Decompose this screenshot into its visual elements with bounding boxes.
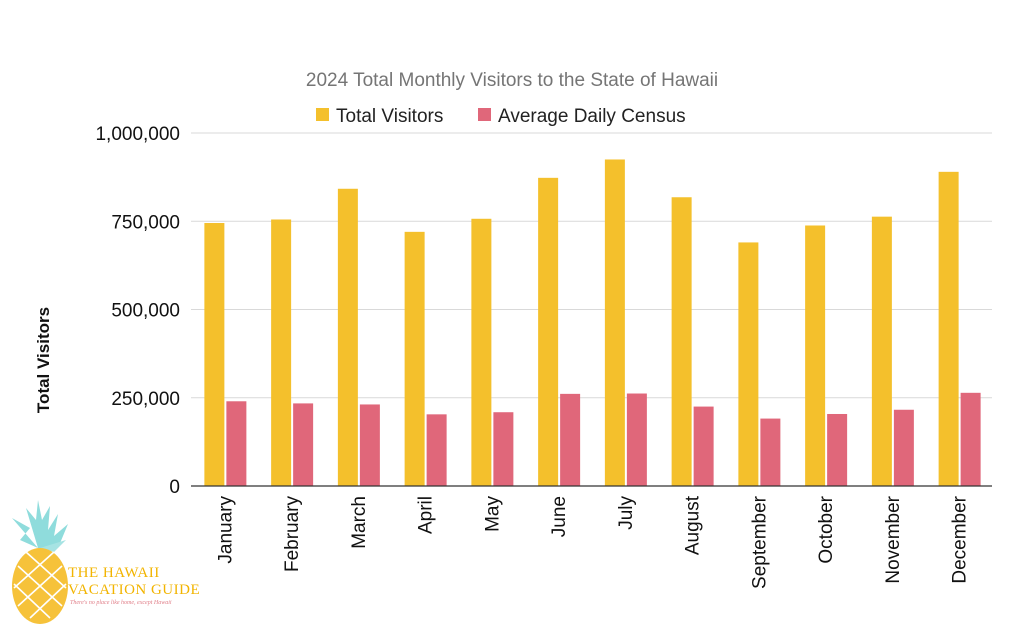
bar-total-visitors-april — [404, 231, 425, 486]
x-tick-label-december: December — [950, 495, 971, 583]
bar-average-daily-census-november — [893, 409, 914, 486]
bar-total-visitors-june — [538, 177, 559, 486]
bar-total-visitors-september — [738, 242, 759, 486]
bar-total-visitors-august — [671, 197, 692, 486]
legend-swatch-total-visitors — [316, 108, 329, 121]
bar-average-daily-census-july — [626, 393, 647, 486]
bar-average-daily-census-april — [426, 414, 447, 486]
y-axis-tick-labels: 0 250,000 500,000 750,000 1,000,000 — [95, 124, 180, 498]
logo-line-1: THE HAWAII — [68, 565, 160, 581]
y-tick-label: 500,000 — [111, 301, 180, 322]
legend-label-average-daily-census: Average Daily Census — [498, 106, 686, 127]
x-tick-label-august: August — [683, 495, 704, 555]
bar-average-daily-census-august — [693, 406, 714, 486]
legend: Total Visitors Average Daily Census — [316, 106, 686, 127]
x-axis-tick-labels: January February March April May June July Augu… — [215, 495, 970, 589]
bar-average-daily-census-december — [960, 392, 981, 486]
bar-total-visitors-july — [604, 159, 625, 486]
x-tick-label-october: October — [816, 495, 837, 563]
bar-average-daily-census-may — [493, 412, 514, 486]
gridlines — [191, 132, 992, 399]
bar-total-visitors-february — [271, 219, 292, 487]
logo-line-2: VACATION GUIDE — [68, 582, 200, 598]
legend-swatch-average-daily-census — [478, 108, 491, 121]
y-tick-label: 250,000 — [111, 389, 180, 410]
x-tick-label-november: November — [883, 495, 904, 583]
x-tick-label-june: June — [549, 496, 570, 537]
bar-average-daily-census-september — [760, 418, 781, 486]
bar-total-visitors-march — [337, 188, 358, 487]
bar-total-visitors-december — [938, 171, 959, 486]
chart-title: 2024 Total Monthly Visitors to the State… — [306, 70, 718, 91]
bar-average-daily-census-march — [359, 404, 380, 486]
bars — [204, 159, 981, 487]
x-tick-label-march: March — [349, 496, 370, 549]
bar-total-visitors-october — [805, 225, 826, 486]
bar-average-daily-census-january — [226, 401, 247, 486]
bar-total-visitors-november — [871, 216, 892, 486]
bar-total-visitors-may — [471, 218, 492, 487]
x-tick-label-july: July — [616, 496, 637, 530]
x-tick-label-april: April — [416, 496, 437, 534]
bar-total-visitors-january — [204, 223, 225, 486]
y-tick-label: 0 — [169, 477, 180, 498]
y-tick-label: 1,000,000 — [95, 124, 180, 145]
hawaii-vacation-guide-logo: THE HAWAII VACATION GUIDE There's no pla… — [12, 500, 200, 624]
bar-average-daily-census-june — [560, 393, 581, 486]
pineapple-icon — [12, 500, 68, 624]
bar-average-daily-census-february — [293, 403, 314, 486]
x-tick-label-january: January — [215, 496, 236, 564]
x-tick-label-february: February — [282, 496, 303, 573]
y-tick-label: 750,000 — [111, 212, 180, 233]
bar-average-daily-census-october — [827, 413, 848, 486]
x-tick-label-may: May — [482, 496, 503, 532]
logo-tagline: There's no place like home, except Hawai… — [70, 600, 172, 606]
x-tick-label-september: September — [749, 495, 770, 589]
y-axis-label: Total Visitors — [34, 307, 53, 413]
legend-label-total-visitors: Total Visitors — [336, 106, 443, 127]
